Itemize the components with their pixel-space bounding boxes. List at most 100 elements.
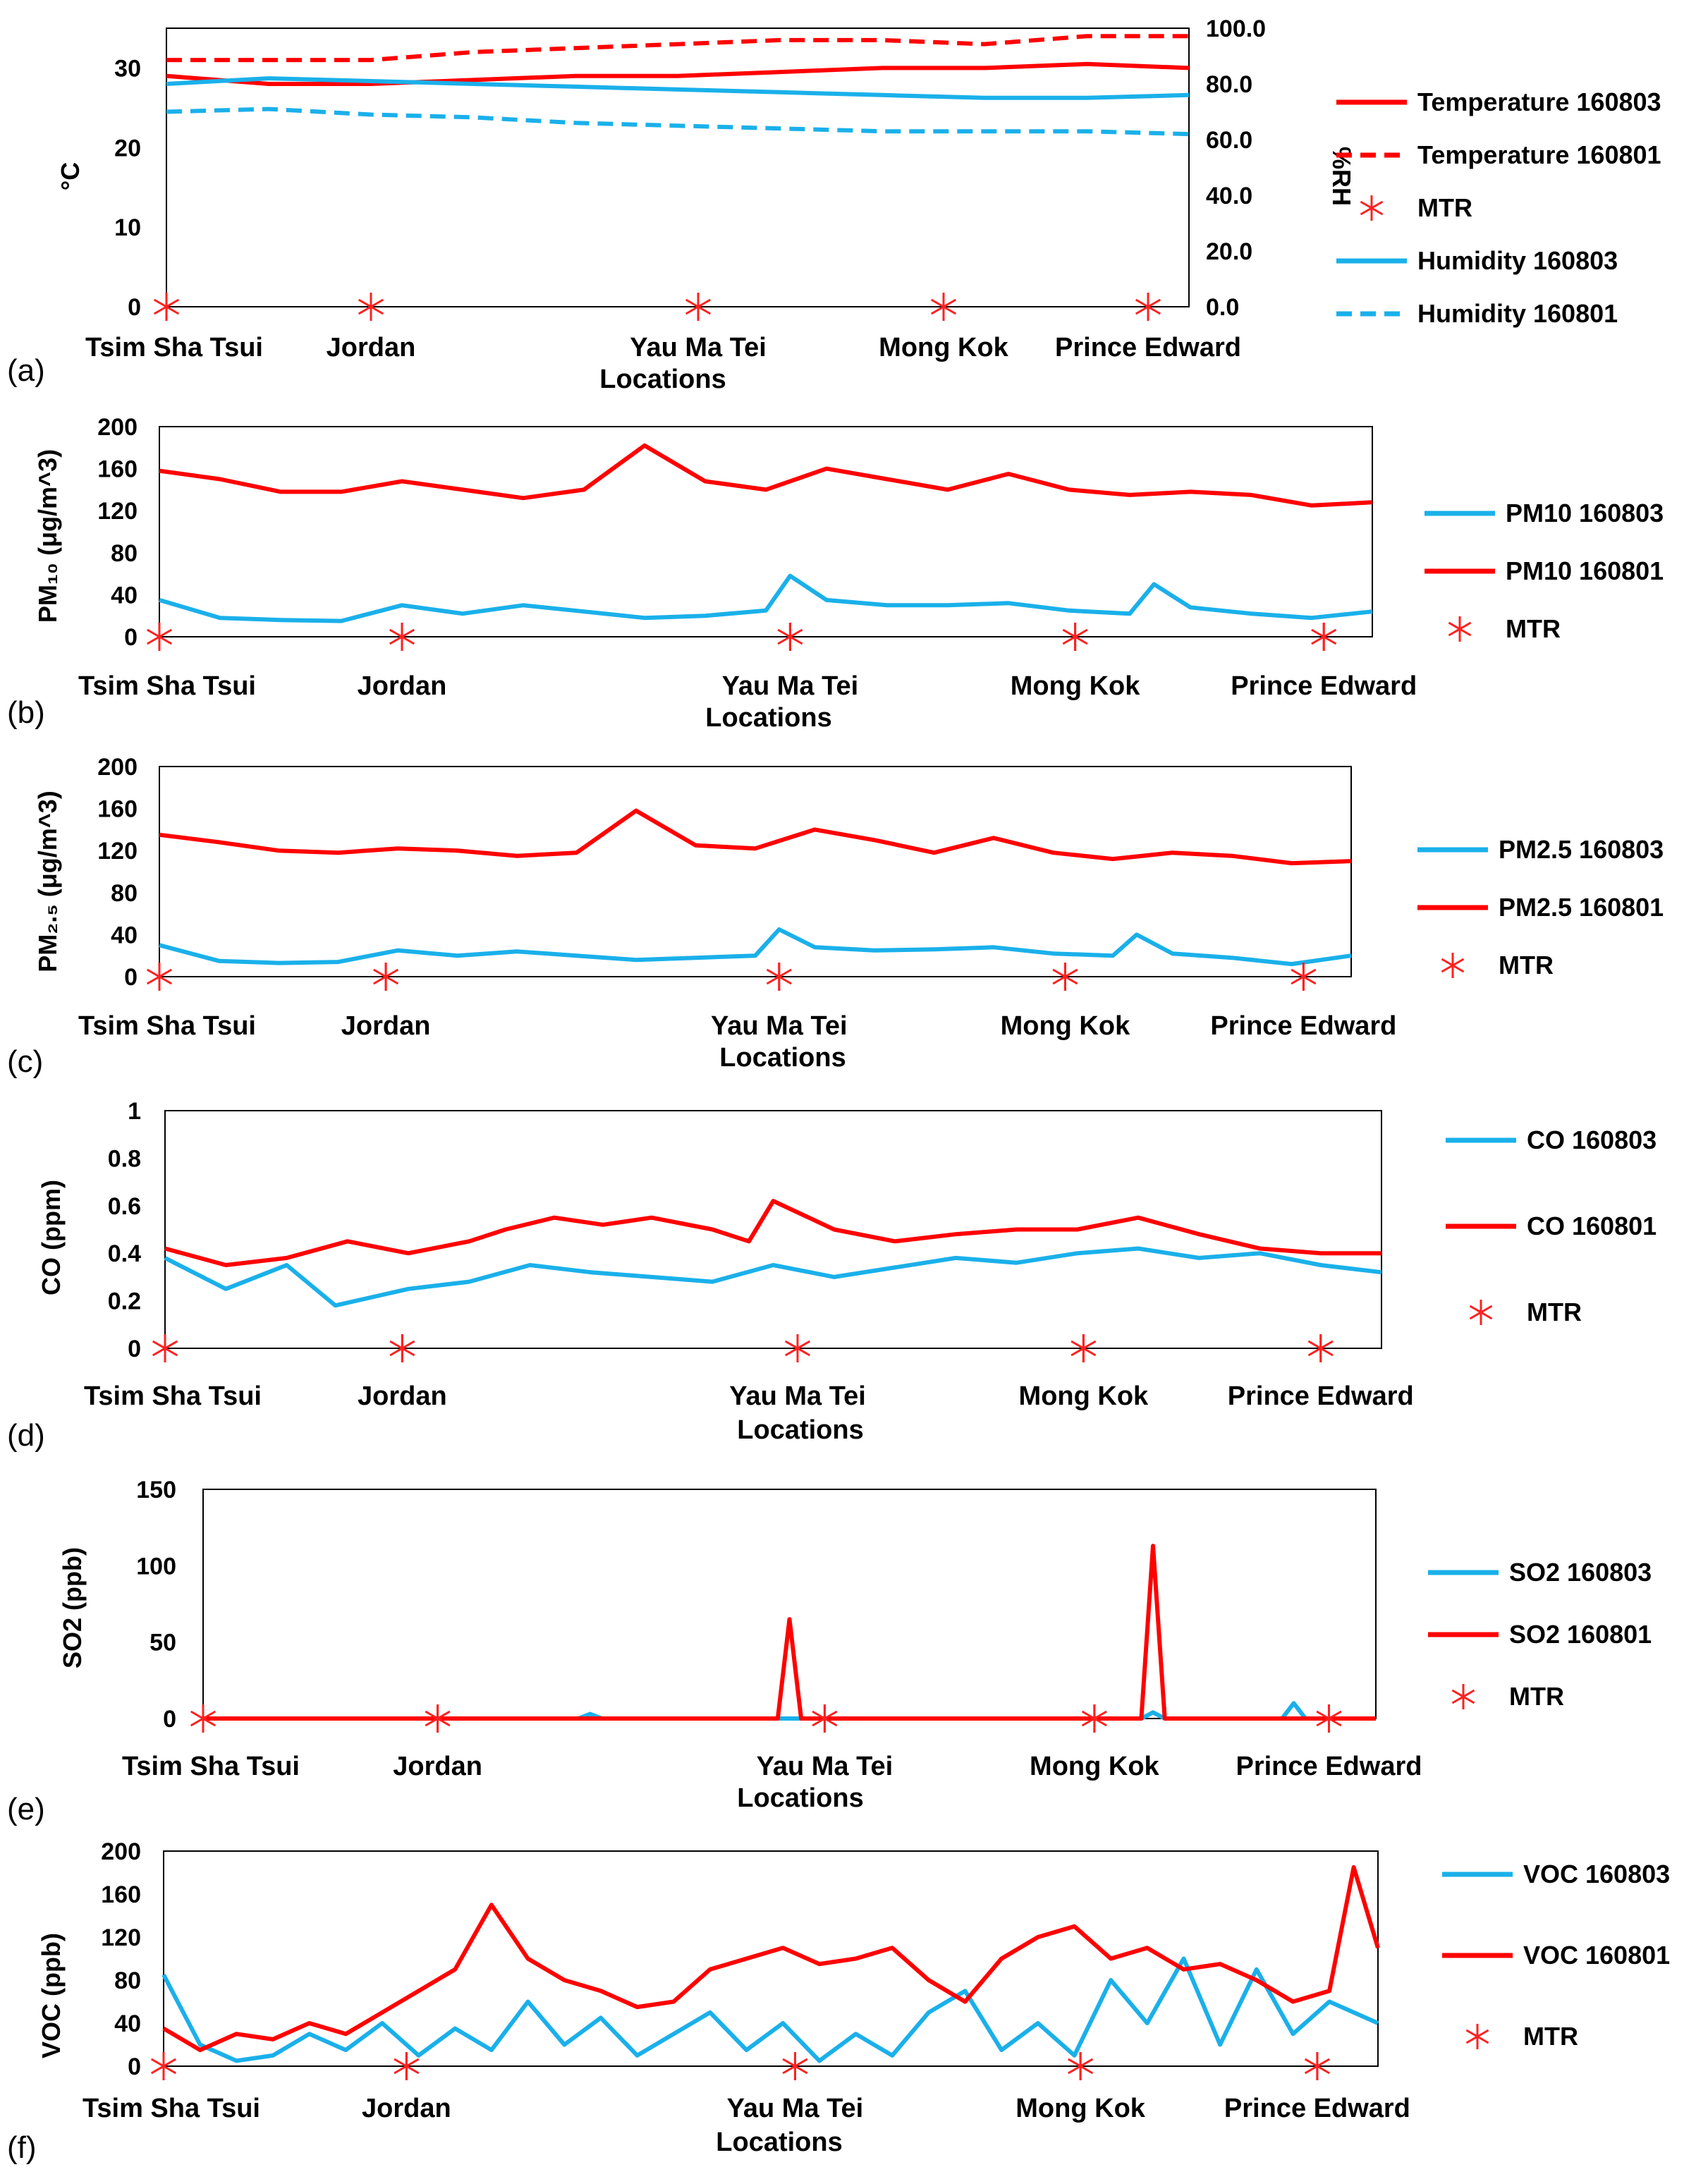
panel-c-ytick: 80 [111,880,138,907]
panel-f-location-labels: Tsim Sha Tsui Jordan Yau Ma Tei Mong Kok Pri… [83,2094,1410,2123]
mtr-marker [766,963,792,991]
panel-a-y2tick: 40.0 [1206,183,1252,209]
mtr-marker [1070,1334,1097,1362]
panel-c: PM₂.₅ (μg/m^3) (c) 0 40 80 120 160 200 Tsim S… [7,754,1664,1079]
panel-f-ytick: 40 [114,2010,141,2037]
panel-b-ytick: 40 [111,582,138,609]
location-label: Prince Edward [1055,333,1241,362]
panel-d-ytick: 0.2 [108,1288,141,1315]
panel-e-ytick: 50 [150,1630,176,1656]
location-label: Yau Ma Tei [727,2094,864,2123]
panel-b-ticks: 0 40 80 120 160 200 [97,414,138,651]
panel-f: VOC (ppb) (f) 0 40 80 120 160 200 Tsim Sha Ts… [7,1838,1670,2165]
panel-e-ticks: 0 50 100 150 [136,1477,176,1733]
legend-label: Temperature 160801 [1417,140,1661,169]
panel-c-ticks: 0 40 80 120 160 200 [97,754,138,991]
series-b-pm10-160801 [159,443,1373,508]
mtr-marker [394,2052,420,2080]
location-label: Yau Ma Tei [711,1011,848,1041]
panel-c-ytick: 0 [124,964,138,991]
panel-c-legend: PM2.5 160803 PM2.5 160801 MTR [1417,835,1664,979]
panel-d-legend: CO 160803 CO 160801 MTR [1446,1125,1657,1326]
location-label: Yau Ma Tei [757,1752,893,1781]
legend-item: PM2.5 160803 [1417,835,1664,864]
legend-label: PM2.5 160803 [1499,835,1664,864]
series-b-pm10-160803 [159,573,1373,623]
series-d-co-160803 [164,1246,1382,1308]
panel-e-legend: SO2 160803 SO2 160801 MTR [1428,1558,1652,1711]
panel-b-ytick: 0 [124,624,138,651]
panel-f-mtr-markers [150,2052,1330,2080]
series-a-humidity-160803 [166,76,1190,100]
panel-a-legend: Temperature 160803 Temperature 160801 MTR H… [1336,87,1661,328]
legend-item: MTR [1469,1298,1582,1326]
legend-item: CO 160803 [1446,1125,1657,1154]
location-label: Mong Kok [879,333,1009,362]
panel-a-ylabel: °C [56,162,85,190]
mtr-marker [812,1704,838,1733]
location-label: Prince Edward [1236,1752,1422,1781]
panel-f-label: (f) [7,2130,37,2165]
legend-label: MTR [1417,193,1472,222]
mtr-marker [1304,2052,1330,2080]
legend-mtr-icon [1441,953,1465,978]
panel-a-y2tick: 60.0 [1206,127,1252,154]
location-label: Mong Kok [1001,1011,1131,1041]
panel-f-ytick: 160 [101,1881,141,1908]
legend-item: PM10 160803 [1425,499,1664,527]
legend-label: MTR [1499,951,1554,979]
panel-a-location-labels: Tsim Sha Tsui Jordan Yau Ma Tei Mong Kok Pri… [85,333,1241,362]
location-label: Jordan [327,333,416,362]
legend-item: Temperature 160803 [1336,87,1661,116]
panel-a-y2tick: 20.0 [1206,238,1252,265]
series-c-pm2-5-160803 [159,927,1352,967]
legend-label: SO2 160801 [1509,1620,1652,1649]
location-label: Mong Kok [1015,2094,1146,2123]
series-a-temperature-160801 [166,34,1189,63]
panel-d-ytick: 1 [128,1098,141,1125]
location-label: Tsim Sha Tsui [84,1381,262,1411]
legend-item: PM10 160801 [1425,556,1664,585]
mtr-marker [777,623,803,651]
legend-item: MTR [1448,614,1561,643]
panel-c-ytick: 120 [97,838,138,865]
mtr-marker [1307,1334,1334,1362]
legend-label: MTR [1509,1682,1564,1711]
location-label: Prince Edward [1228,1381,1414,1411]
series-e-so2-160801 [203,1544,1376,1721]
panel-b-ytick: 200 [97,414,138,441]
mtr-marker [190,1704,216,1733]
panel-d-ticks: 0 0.2 0.4 0.6 0.8 1 [108,1098,141,1362]
panel-a-ytick: 10 [114,214,141,241]
legend-mtr-icon [1448,616,1472,642]
panel-b-ylabel: PM₁₀ (μg/m^3) [33,449,62,623]
panel-d-label: (d) [7,1418,45,1453]
panel-d-series [164,1199,1382,1308]
panel-b-mtr-markers [146,623,1337,651]
panel-e-label: (e) [7,1792,45,1826]
legend-label: MTR [1527,1298,1582,1326]
panel-e-xlabel: Locations [737,1783,863,1813]
legend-item: SO2 160803 [1428,1558,1652,1587]
panel-b-plot-frame [159,426,1373,637]
legend-item: PM2.5 160801 [1417,893,1664,922]
panel-f-ytick: 120 [101,1924,141,1951]
location-label: Tsim Sha Tsui [83,2094,260,2123]
mtr-marker [1081,1704,1107,1733]
panel-d-ytick: 0 [128,1336,141,1362]
legend-item: MTR [1360,193,1472,222]
panel-c-label: (c) [7,1044,43,1079]
panel-a-y2tick: 80.0 [1206,71,1252,98]
panel-e-location-labels: Tsim Sha Tsui Jordan Yau Ma Tei Mong Kok Pri… [122,1752,1422,1781]
panel-f-plot-frame [163,1850,1379,2067]
panel-e-ytick: 0 [163,1706,176,1733]
legend-label: CO 160803 [1527,1125,1657,1154]
panel-b-series [159,443,1373,623]
mtr-marker [1135,293,1161,321]
panel-d-xlabel: Locations [737,1415,863,1445]
mtr-marker [1052,963,1078,991]
legend-item: SO2 160801 [1428,1620,1652,1649]
panel-b-ytick: 160 [97,456,138,483]
panel-a-plot-frame [166,28,1190,307]
location-label: Tsim Sha Tsui [78,671,256,701]
